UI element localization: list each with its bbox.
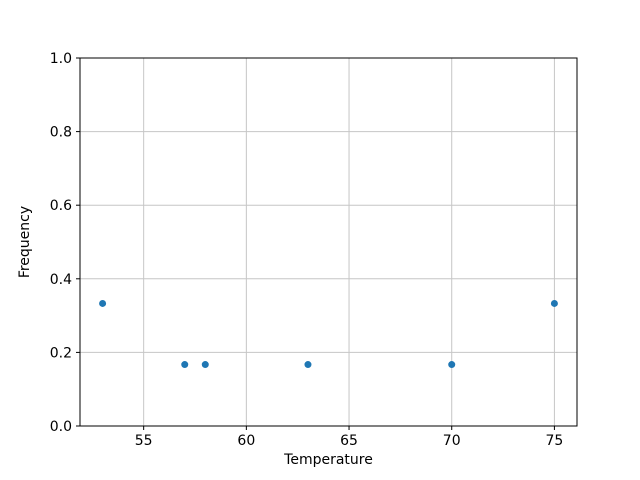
y-tick-label: 0.2 xyxy=(50,345,72,361)
y-axis-label: Frequency xyxy=(17,205,33,279)
data-point xyxy=(201,361,209,369)
data-point xyxy=(550,299,558,307)
plot-frame xyxy=(79,57,578,427)
y-tick-label: 0.0 xyxy=(50,419,72,435)
y-tick-label: 0.4 xyxy=(50,272,72,288)
x-tick-label: 60 xyxy=(237,433,255,449)
data-point xyxy=(304,361,312,369)
y-tick-label: 0.6 xyxy=(50,198,72,214)
x-tick-label: 70 xyxy=(443,433,461,449)
data-point xyxy=(448,361,456,369)
x-axis-label: Temperature xyxy=(284,452,373,468)
x-tick-label: 65 xyxy=(340,433,358,449)
x-tick-label: 75 xyxy=(545,433,563,449)
y-tick-label: 1.0 xyxy=(50,51,72,67)
x-tick-label: 55 xyxy=(135,433,153,449)
data-point xyxy=(181,361,189,369)
y-tick-label: 0.8 xyxy=(50,125,72,141)
data-point xyxy=(99,299,107,307)
